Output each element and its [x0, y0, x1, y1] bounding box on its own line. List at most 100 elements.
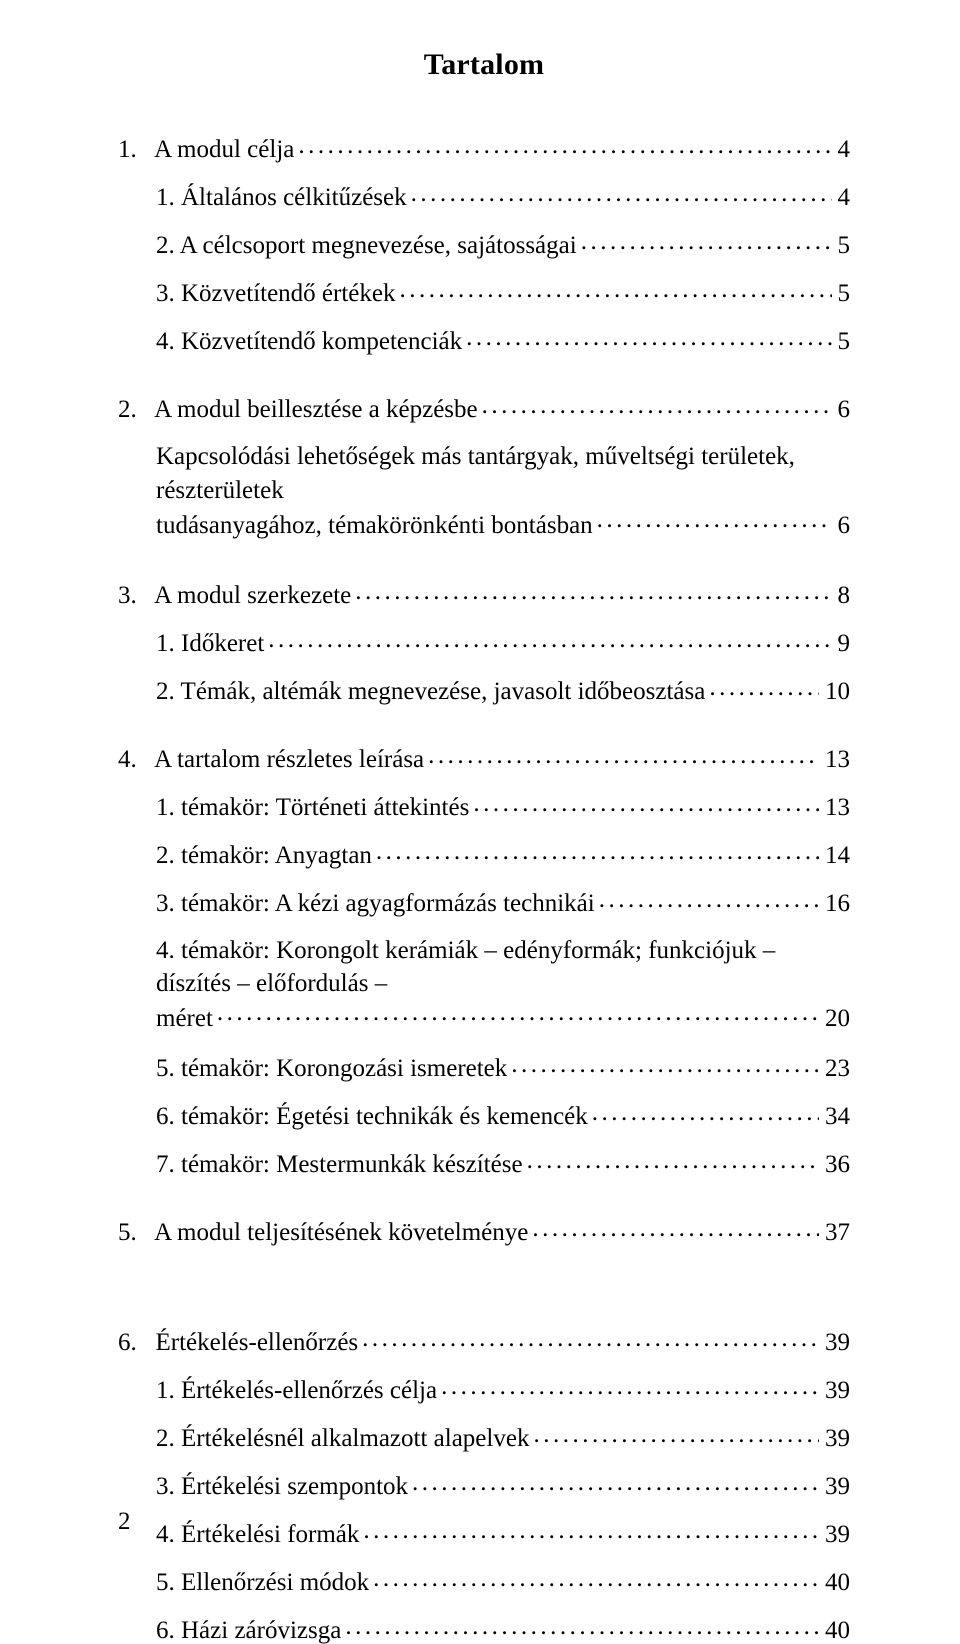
- toc-entry-level2: 3. Értékelési szempontok 39: [156, 1469, 850, 1499]
- toc-entry-level2: 2. témakör: Anyagtan 14: [156, 838, 850, 868]
- toc-leader-dots: [362, 1325, 819, 1350]
- toc-entry-page: 23: [823, 1056, 850, 1081]
- toc-entry-page: 5: [836, 281, 851, 306]
- toc-leader-dots: [355, 578, 831, 603]
- toc-gap: [118, 722, 850, 742]
- toc-leader-dots: [533, 1421, 819, 1446]
- toc-entry-label: 4. Közvetítendő kompetenciák: [156, 329, 462, 354]
- toc-entry-page: 40: [823, 1618, 850, 1643]
- toc-entry-page: 8: [836, 583, 851, 608]
- toc-entry-label: 3. témakör: A kézi agyagformázás technik…: [156, 891, 595, 916]
- toc-entry-page: 37: [823, 1220, 850, 1245]
- toc-entry-label: 1. témakör: Történeti áttekintés: [156, 795, 469, 820]
- toc-entry-label: 4. A tartalom részletes leírása: [118, 747, 424, 772]
- toc-entry-level2: 2. Értékelésnél alkalmazott alapelvek39: [156, 1421, 850, 1451]
- toc-leader-dots: [581, 228, 832, 253]
- toc-entry-label: 6. Házi záróvizsga: [156, 1618, 341, 1643]
- page-title: Tartalom: [118, 48, 850, 82]
- toc-entry-label: 1. A modul célja: [118, 137, 294, 162]
- toc-leader-dots: [428, 742, 819, 767]
- toc-entry-label: 2. témakör: Anyagtan: [156, 843, 372, 868]
- toc-entry-label: 3. Értékelési szempontok: [156, 1474, 408, 1499]
- toc-entry-page: 39: [823, 1330, 850, 1355]
- toc-entry-level2: 2. A célcsoport megnevezése, sajátossága…: [156, 228, 850, 258]
- toc-leader-dots: [345, 1613, 819, 1638]
- toc-entry-page: 20: [823, 1005, 850, 1033]
- page-number: 2: [118, 1508, 131, 1536]
- toc-entry-label: 4. témakör: Korongolt kerámiák – edényfo…: [156, 934, 850, 1002]
- toc-leader-dots: [599, 886, 819, 911]
- toc-entry-page: 39: [823, 1378, 850, 1403]
- toc-gap: [118, 1195, 850, 1215]
- toc-entry-label: 7. témakör: Mestermunkák készítése: [156, 1152, 523, 1177]
- toc-entry-page: 39: [823, 1474, 850, 1499]
- toc-entry-label: méret: [156, 1005, 213, 1033]
- toc-entry-page: 34: [823, 1104, 850, 1129]
- toc-entry-page: 6: [836, 397, 851, 422]
- toc-entry-level1: 5. A modul teljesítésének követelménye37: [118, 1215, 850, 1245]
- toc-entry-level1: 2. A modul beillesztése a képzésbe 6: [118, 392, 850, 422]
- toc-entry-level2: 4. Közvetítendő kompetenciák 5: [156, 324, 850, 354]
- toc-leader-dots: [268, 626, 831, 651]
- toc-entry-level2: 4. Értékelési formák 39: [156, 1517, 850, 1547]
- toc-entry-label: 2. A modul beillesztése a képzésbe: [118, 397, 478, 422]
- toc-entry-label: 2. A célcsoport megnevezése, sajátossága…: [156, 233, 577, 258]
- toc-leader-dots: [441, 1373, 819, 1398]
- toc-leader-dots: [411, 180, 832, 205]
- toc-entry-label: 6. témakör: Égetési technikák és kemencé…: [156, 1104, 588, 1129]
- toc-entry-label: 2. Témák, altémák megnevezése, javasolt …: [156, 679, 705, 704]
- toc-leader-dots: [466, 324, 831, 349]
- toc-entry-label: tudásanyagához, témakörönkénti bontásban: [156, 512, 593, 540]
- toc-leader-dots: [597, 508, 832, 533]
- toc-leader-dots: [592, 1099, 819, 1124]
- toc-leader-dots: [376, 838, 819, 863]
- toc-entry-label: 4. Értékelési formák: [156, 1522, 359, 1547]
- toc-leader-dots: [532, 1215, 819, 1240]
- toc-leader-dots: [473, 790, 819, 815]
- toc-entry-lastline: méret 20: [156, 1001, 850, 1033]
- toc-entry-page: 6: [836, 512, 851, 540]
- toc-entry-wrapped: Kapcsolódási lehetőségek más tantárgyak,…: [156, 440, 850, 540]
- toc-entry-level2: 7. témakör: Mestermunkák készítése36: [156, 1147, 850, 1177]
- toc-entry-page: 39: [823, 1522, 850, 1547]
- toc-entry-page: 13: [823, 747, 850, 772]
- toc-leader-dots: [709, 674, 819, 699]
- toc-leader-dots: [412, 1469, 819, 1494]
- toc-entry-level2: 5. témakör: Korongozási ismeretek 23: [156, 1051, 850, 1081]
- toc-entry-label: 5. Ellenőrzési módok: [156, 1570, 369, 1595]
- toc-gap: [118, 372, 850, 392]
- toc-entry-label: 2. Értékelésnél alkalmazott alapelvek: [156, 1426, 529, 1451]
- toc-entry-label: 1. Időkeret: [156, 631, 264, 656]
- toc-leader-dots: [298, 132, 831, 157]
- toc-entry-page: 13: [823, 795, 850, 820]
- toc-entry-level1: 1. A modul célja4: [118, 132, 850, 162]
- toc-entry-label: 1. Általános célkitűzések: [156, 185, 407, 210]
- toc-entry-level2: 1. témakör: Történeti áttekintés 13: [156, 790, 850, 820]
- toc-entry-page: 14: [823, 843, 850, 868]
- toc-leader-dots: [373, 1565, 819, 1590]
- toc-entry-lastline: tudásanyagához, témakörönkénti bontásban…: [156, 508, 850, 540]
- toc-entry-page: 4: [836, 185, 851, 210]
- toc-gap: [118, 558, 850, 578]
- document-page: Tartalom 1. A modul célja41. Általános c…: [0, 0, 960, 1590]
- toc-leader-dots: [217, 1001, 819, 1026]
- toc-gap-large: [118, 1263, 850, 1325]
- toc-entry-page: 5: [836, 233, 851, 258]
- toc-leader-dots: [482, 392, 832, 417]
- toc-entry-label: 3. Közvetítendő értékek: [156, 281, 396, 306]
- toc-entry-level2: 6. Házi záróvizsga 40: [156, 1613, 850, 1643]
- table-of-contents: 1. A modul célja41. Általános célkitűzés…: [118, 132, 850, 1643]
- toc-entry-level2: 3. Közvetítendő értékek 5: [156, 276, 850, 306]
- toc-entry-page: 5: [836, 329, 851, 354]
- toc-entry-page: 9: [836, 631, 851, 656]
- toc-entry-label: 5. témakör: Korongozási ismeretek: [156, 1056, 507, 1081]
- toc-leader-dots: [400, 276, 832, 301]
- toc-entry-level2: 1. Értékelés-ellenőrzés célja 39: [156, 1373, 850, 1403]
- toc-entry-label: 1. Értékelés-ellenőrzés célja: [156, 1378, 437, 1403]
- toc-entry-label: Kapcsolódási lehetőségek más tantárgyak,…: [156, 440, 850, 508]
- toc-entry-level2: 3. témakör: A kézi agyagformázás technik…: [156, 886, 850, 916]
- toc-leader-dots: [363, 1517, 819, 1542]
- toc-entry-level1: 6. Értékelés-ellenőrzés39: [118, 1325, 850, 1355]
- toc-entry-page: 16: [823, 891, 850, 916]
- toc-entry-level2: 6. témakör: Égetési technikák és kemencé…: [156, 1099, 850, 1129]
